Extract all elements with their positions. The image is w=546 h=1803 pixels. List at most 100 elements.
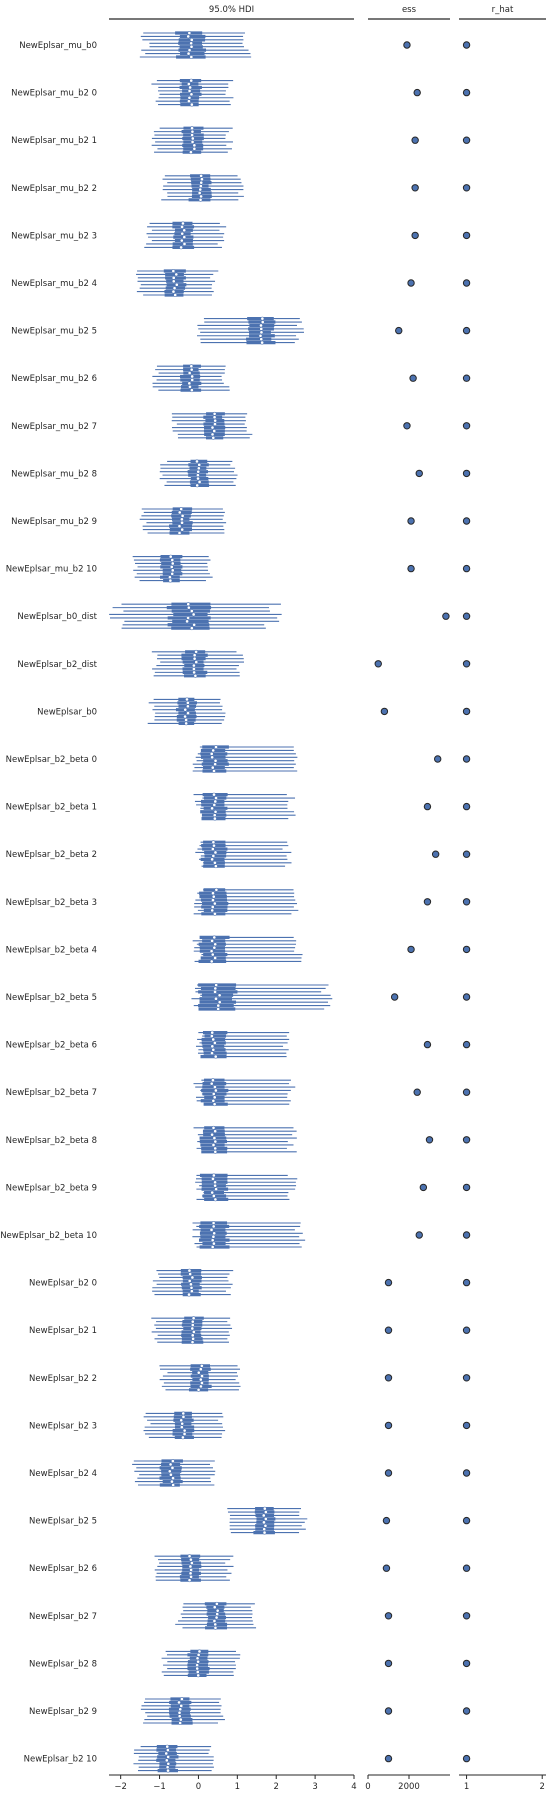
median-point [211,1194,216,1198]
parameter-label: NewEplsar_b0_dist [17,612,97,622]
median-point [209,751,214,756]
panel-title-r_hat: r_hat [492,5,514,15]
median-point [196,1673,201,1678]
median-point [168,578,173,583]
median-point [170,568,175,573]
median-point [186,602,191,607]
median-point [170,1459,175,1463]
x-tick-label-ess: 0 [365,1782,370,1792]
median-point [198,1367,203,1372]
ess-point [407,279,415,287]
median-point [210,1030,215,1035]
rhat-point [462,1754,471,1763]
rhat-point [462,469,471,478]
rhat-point [462,517,471,525]
median-point [179,507,184,511]
median-point [189,41,194,46]
median-point [189,55,194,59]
median-point [188,1557,193,1562]
median-point [188,1272,193,1276]
rhat-point [462,1564,471,1572]
median-point [165,1765,170,1770]
median-point [199,194,203,199]
median-point [171,279,176,284]
median-point [213,422,217,426]
median-point [195,1663,200,1668]
median-point [211,1234,216,1239]
ess-point [407,517,415,525]
x-tick-label-r_hat: 2 [540,1782,545,1792]
median-point [186,616,190,620]
ess-point [403,422,411,430]
median-point [213,762,218,767]
median-point [192,656,197,661]
median-point [199,180,204,185]
median-point [166,1768,170,1773]
rhat-point [462,1707,471,1715]
median-point [211,1241,216,1246]
median-point [173,293,178,297]
median-point [213,1622,218,1627]
parameter-label: NewEplsar_b2 4 [29,1469,97,1479]
median-point [182,228,187,233]
ess-point [415,469,423,478]
x-tick-label-hdi: 2 [274,1782,279,1792]
ess-point [425,1136,434,1144]
parameter-label: NewEplsar_mu_b2 3 [11,231,97,241]
median-point [211,1221,216,1225]
median-point [200,177,204,182]
median-point [177,510,182,515]
ess-point [419,1183,428,1192]
median-point [195,1666,200,1671]
median-point [192,667,196,671]
ess-point [423,898,432,906]
parameter-label: NewEplsar_b2_beta 1 [6,803,97,813]
ess-point [431,850,440,858]
median-point [170,561,175,566]
ess-point [403,41,411,49]
median-point [259,326,264,331]
median-point [186,51,191,56]
rhat-point [462,1421,471,1430]
median-point [189,388,194,393]
median-point [213,864,218,869]
median-point [214,1601,219,1606]
median-point [211,1078,215,1083]
rhat-point [462,707,471,716]
median-point [211,891,215,896]
rhat-point [462,1136,471,1144]
median-point [187,88,192,93]
parameter-label: NewEplsar_b2 6 [29,1564,97,1574]
median-point [190,1326,195,1331]
median-point [212,935,217,940]
median-point [215,1612,220,1616]
median-point [190,378,195,382]
x-tick-label-ess: 2000 [398,1782,420,1792]
median-point [210,1132,214,1137]
median-point [190,140,195,144]
median-point [177,1710,182,1715]
median-point [197,480,202,484]
parameter-label: NewEplsar_mu_b0 [19,41,97,51]
median-point [187,95,192,100]
rhat-point [462,374,471,382]
median-point [213,1183,218,1188]
median-point [186,605,191,610]
ess-point [384,1707,393,1715]
median-point [212,1102,217,1107]
parameter-label: NewEplsar_mu_b2 6 [11,374,97,384]
median-point [192,622,197,627]
median-point [263,1510,268,1514]
median-point [187,31,192,35]
median-point [190,1323,195,1327]
rhat-point [462,660,471,668]
median-point [211,1037,216,1042]
ess-point [415,1231,423,1239]
median-point [185,697,189,702]
median-point [182,235,187,240]
parameter-label: NewEplsar_b2 7 [29,1612,97,1622]
median-point [259,337,264,342]
rhat-point [462,755,471,763]
rhat-point [462,136,471,144]
parameter-label: NewEplsar_b2_beta 5 [6,993,97,1003]
